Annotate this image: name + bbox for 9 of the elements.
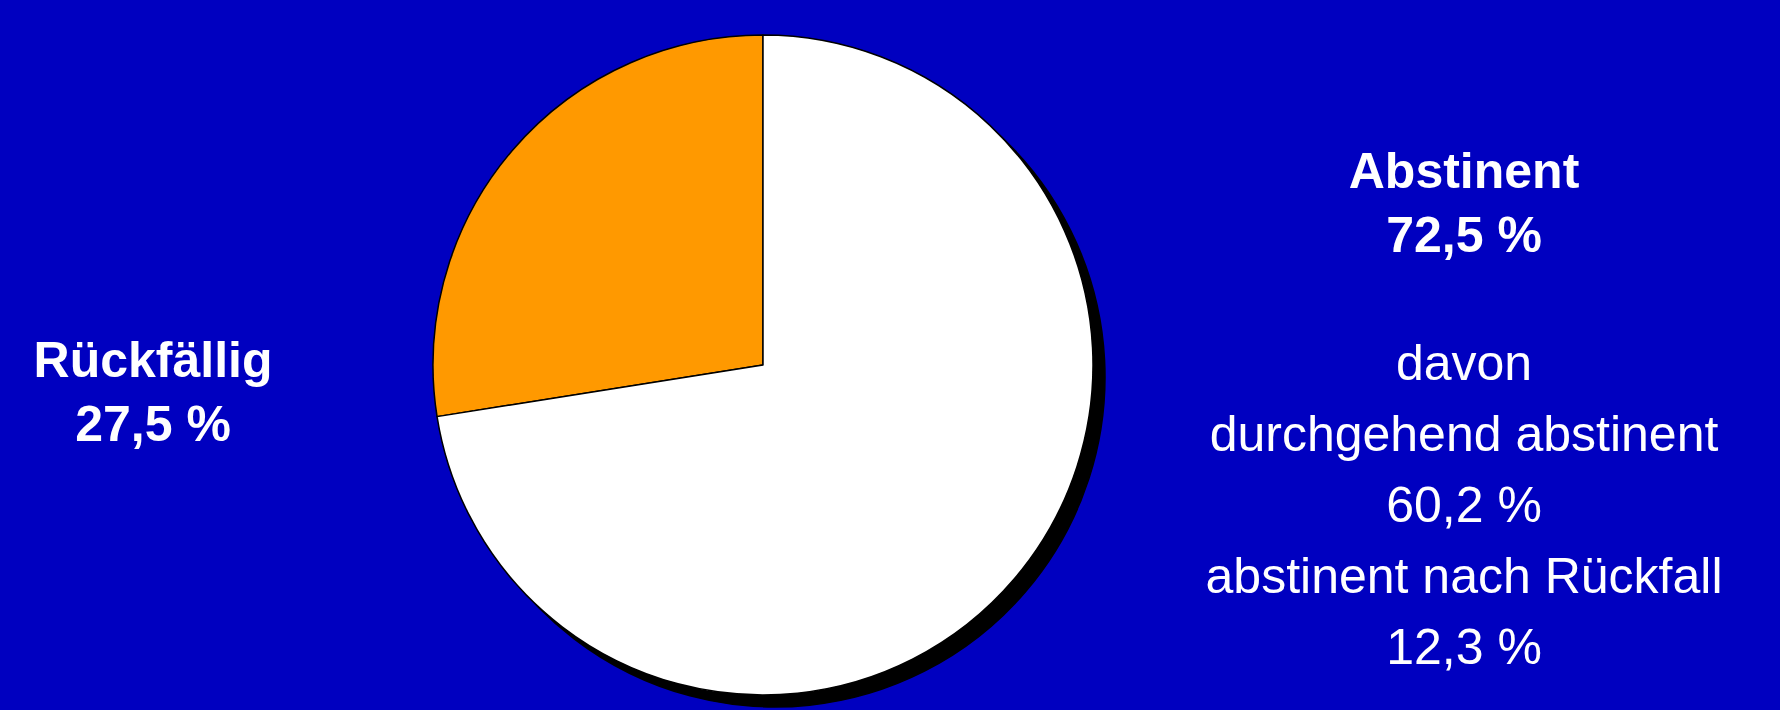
- text: durchgehend abstinent: [1209, 406, 1719, 462]
- data-label: 72,5 %: [1386, 207, 1542, 263]
- text: davon: [1395, 335, 1533, 391]
- text: 60,2 %: [1386, 477, 1542, 533]
- slice-label: Rückfällig: [33, 332, 273, 388]
- data-label: 27,5 %: [75, 396, 231, 452]
- text: 12,3 %: [1386, 619, 1542, 675]
- slice-label: Abstinent: [1348, 143, 1580, 199]
- text: abstinent nach Rückfall: [1205, 548, 1723, 604]
